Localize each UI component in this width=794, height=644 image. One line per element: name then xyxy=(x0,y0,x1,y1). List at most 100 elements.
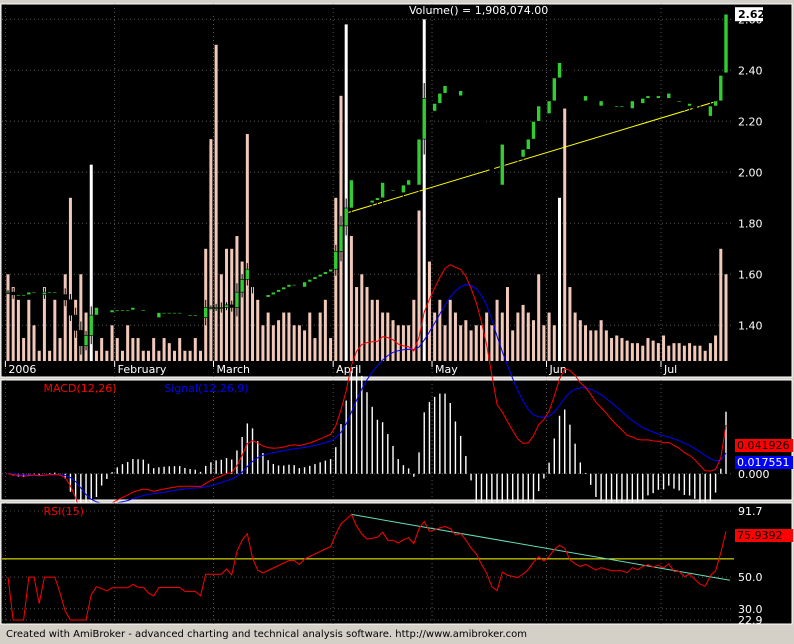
candle-body xyxy=(307,279,313,283)
candle-body xyxy=(619,105,625,108)
candle-body xyxy=(120,309,125,312)
candle-body xyxy=(281,286,287,290)
candle-body xyxy=(302,281,307,288)
volume-bar xyxy=(209,139,213,361)
macd-pane[interactable]: 0.000 ALTR - MACD(12,26) = 0.04, Signal(1… xyxy=(0,264,793,624)
candle-body xyxy=(614,105,620,108)
candle-body xyxy=(645,95,651,99)
volume-bar xyxy=(563,108,567,361)
volume-bar xyxy=(443,325,447,361)
volume-bar xyxy=(167,343,171,361)
signal-value-label: 0.017551 xyxy=(737,456,790,469)
macd-legend-value: = 0.04, xyxy=(117,382,165,395)
candle-body xyxy=(375,197,380,201)
macd-zero-label: 0.000 xyxy=(738,468,770,481)
macd-legend-name: MACD(12,26) xyxy=(43,382,116,395)
candle-body xyxy=(338,225,344,252)
candle-body xyxy=(650,95,656,99)
volume-bar xyxy=(558,197,562,361)
candle-body xyxy=(489,146,495,176)
rsi-plot-background xyxy=(0,502,793,625)
volume-bar xyxy=(89,164,93,361)
candle-body xyxy=(447,85,453,89)
candle-body xyxy=(640,98,646,104)
volume-bar xyxy=(365,287,369,361)
volume-bar xyxy=(719,248,723,361)
volume-bar xyxy=(464,320,468,361)
volume-bar xyxy=(573,312,577,361)
candle-body xyxy=(349,179,354,209)
volume-bar xyxy=(323,299,327,361)
candle-body xyxy=(687,103,692,107)
price-pane[interactable]: 1.401.601.802.002.202.402.602006February… xyxy=(0,3,793,378)
volume-bar xyxy=(178,338,182,361)
volume-bar xyxy=(141,350,145,361)
volume-bar xyxy=(693,345,697,361)
candle-body xyxy=(468,98,474,109)
month-label: May xyxy=(435,363,458,376)
candle-body xyxy=(312,276,318,280)
candle-body xyxy=(380,182,385,199)
volume-bar xyxy=(355,287,359,361)
candle-body xyxy=(520,149,526,158)
candle-body xyxy=(78,330,84,346)
volume-bar xyxy=(708,343,712,361)
volume-bar xyxy=(589,330,593,361)
candle-body xyxy=(271,291,276,295)
volume-bar xyxy=(646,338,650,361)
candle-body xyxy=(328,268,333,273)
candle-body xyxy=(135,307,141,311)
candle-body xyxy=(593,100,599,107)
candle-body xyxy=(635,100,640,104)
volume-bar xyxy=(651,340,655,361)
rsi-pane[interactable]: 91.7 50.0 30.022.9 ALTR - RSI(15) = 75.94 75… xyxy=(0,502,793,627)
candle-body xyxy=(385,182,391,191)
volume-bar xyxy=(277,320,281,361)
volume-bar xyxy=(261,325,265,361)
candle-body xyxy=(250,268,255,285)
candle-body xyxy=(286,284,292,288)
candle-body xyxy=(99,307,104,311)
candle-body xyxy=(390,189,396,192)
candle-body xyxy=(146,309,151,316)
candle-body xyxy=(203,307,209,318)
candle-body xyxy=(562,62,568,69)
volume-bar xyxy=(485,312,489,361)
volume-bar xyxy=(636,343,640,361)
candle-body xyxy=(432,103,437,112)
candle-body xyxy=(718,75,724,102)
volume-bar xyxy=(552,325,556,361)
candle-body xyxy=(94,307,99,316)
candle-body xyxy=(276,289,281,293)
candle-body xyxy=(442,85,448,94)
candle-body xyxy=(427,98,432,112)
candle-body xyxy=(219,307,224,309)
volume-bar xyxy=(297,325,301,361)
rsi-tick-label: 50.0 xyxy=(738,571,763,584)
candle-body xyxy=(578,95,583,102)
volume-bar xyxy=(641,345,645,361)
candle-body xyxy=(125,309,130,312)
macd-title-prefix: ALTR - xyxy=(6,382,43,395)
candle-body xyxy=(708,105,713,117)
volume-bar xyxy=(375,299,379,361)
candle-body xyxy=(484,131,489,148)
volume-bar xyxy=(495,299,499,361)
month-label: February xyxy=(118,363,167,376)
volume-bar xyxy=(401,325,405,361)
volume-bar xyxy=(172,350,176,361)
volume-bar xyxy=(370,299,374,361)
volume-bar xyxy=(183,350,187,361)
volume-bar xyxy=(58,338,62,361)
volume-bar xyxy=(682,345,686,361)
candle-body xyxy=(713,100,718,107)
candle-body xyxy=(114,309,120,312)
volume-bar xyxy=(474,325,478,361)
candle-body xyxy=(156,312,162,318)
volume-bar xyxy=(48,350,52,361)
volume-bar xyxy=(131,338,135,361)
candle-body xyxy=(21,294,26,297)
candle-body xyxy=(5,291,11,294)
volume-bar xyxy=(667,345,671,361)
